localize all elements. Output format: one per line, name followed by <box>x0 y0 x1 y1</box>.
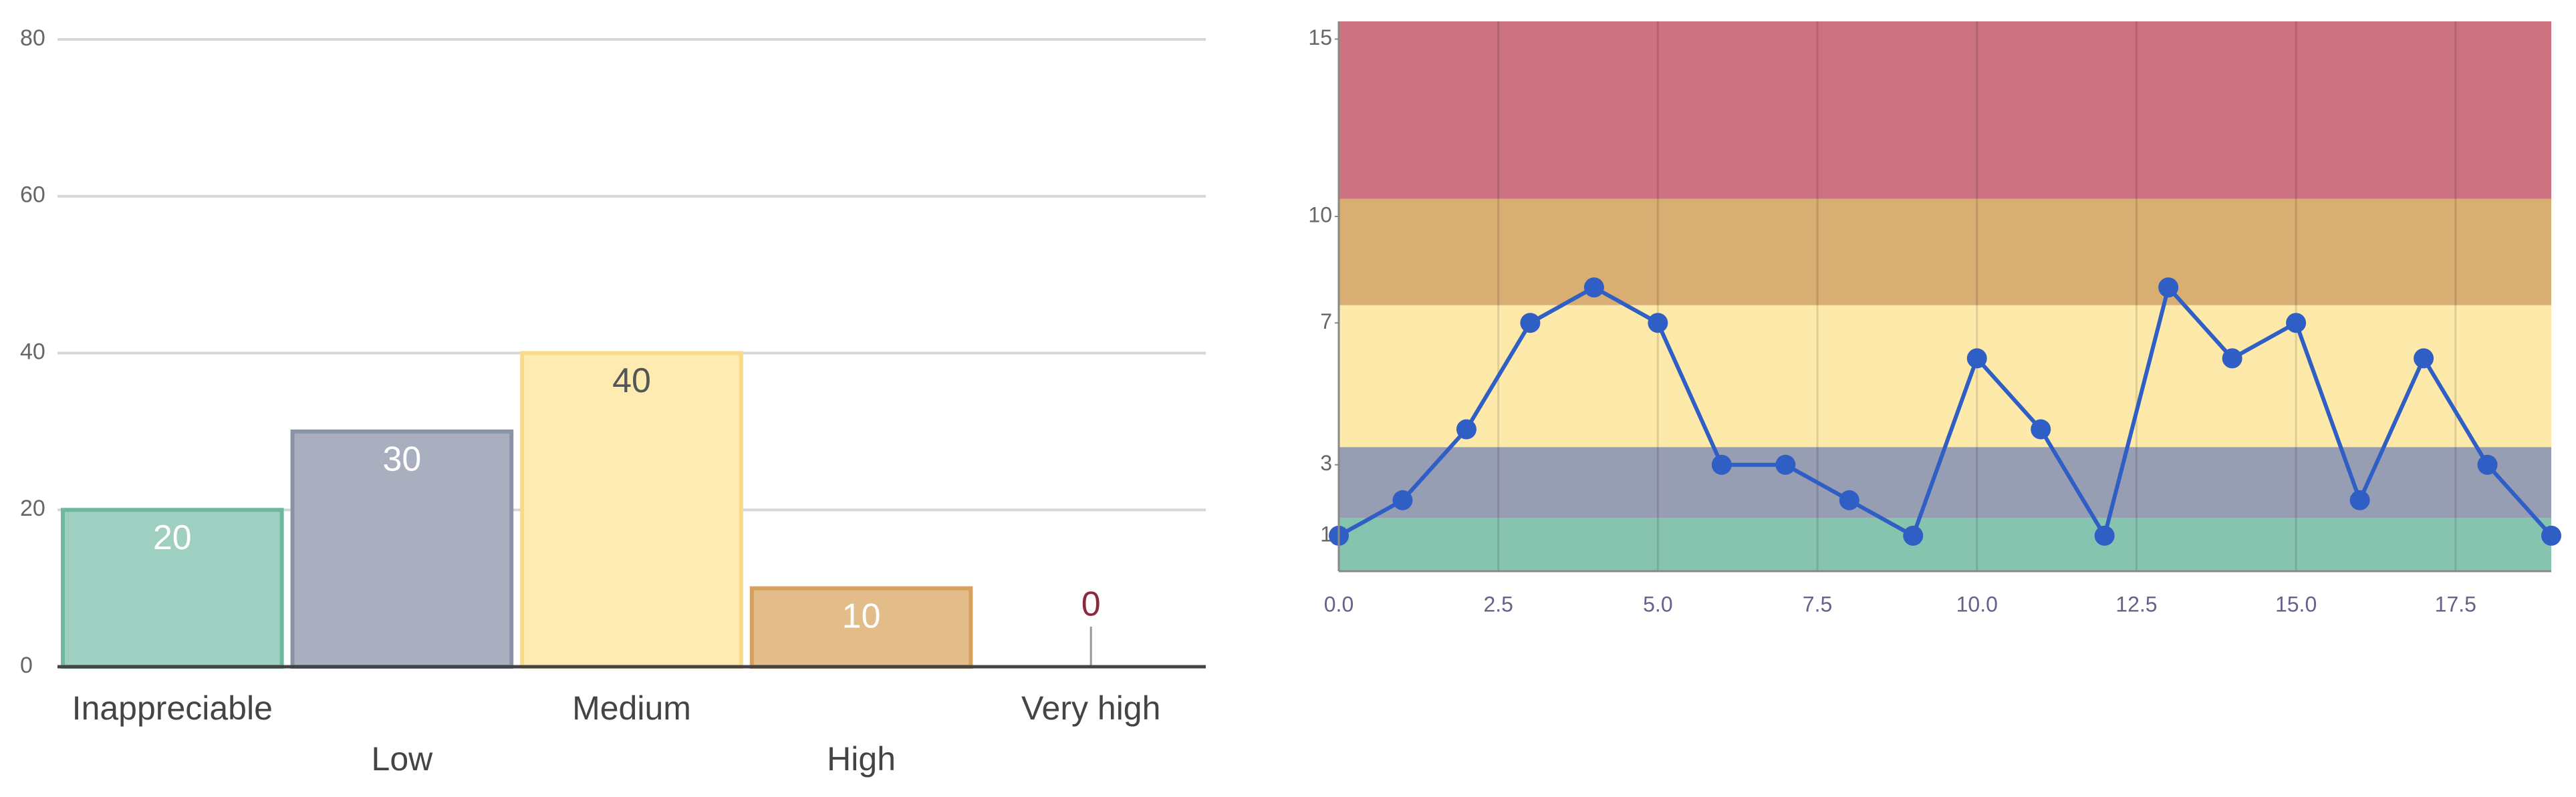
bar <box>520 351 743 669</box>
x-tick-label: 0.0 <box>1324 592 1354 616</box>
x-tick-label: 12.5 <box>2115 592 2157 616</box>
line <box>1337 283 2553 541</box>
point <box>2414 348 2434 369</box>
y-tick-label: 1 <box>1320 522 1332 546</box>
point <box>1648 313 1668 333</box>
y-tick-label: 0 <box>20 653 33 678</box>
band <box>1339 447 2551 518</box>
band <box>1339 305 2551 448</box>
y-tick-label: 80 <box>20 25 45 51</box>
x-tick-label: 7.5 <box>1803 592 1832 616</box>
data-label: 40 <box>612 361 651 400</box>
point <box>2158 277 2179 298</box>
point <box>2349 490 2370 510</box>
band <box>1339 198 2551 305</box>
data-label: 30 <box>382 440 421 479</box>
point <box>2222 348 2242 369</box>
point <box>1392 490 1413 510</box>
y-tick-label: 15 <box>1308 25 1332 49</box>
data-label: 20 <box>153 518 192 557</box>
point <box>1711 454 1732 475</box>
x-tick-label: 5.0 <box>1643 592 1672 616</box>
y-tick-label: 7 <box>1320 309 1332 333</box>
x-tick-label: Low <box>372 740 434 778</box>
x-tick-label: Inappreciable <box>72 689 273 727</box>
point <box>1839 490 1859 510</box>
x-tick-label: Medium <box>572 689 691 727</box>
point <box>2541 525 2561 546</box>
bar <box>749 586 973 669</box>
point <box>1520 313 1541 333</box>
point <box>1456 419 1476 440</box>
band <box>1339 21 2551 199</box>
band <box>1339 518 2551 571</box>
data-label: 0 <box>1081 585 1101 624</box>
y-tick-label: 3 <box>1320 451 1332 475</box>
point <box>1903 525 1924 546</box>
point <box>2094 525 2115 546</box>
x-tick-label: High <box>827 740 896 778</box>
bar <box>61 508 284 669</box>
x-tick-label: 2.5 <box>1483 592 1513 616</box>
x-tick-label: 17.5 <box>2435 592 2476 616</box>
x-tick-label: 15.0 <box>2275 592 2317 616</box>
point <box>1775 454 1796 475</box>
point <box>2286 313 2307 333</box>
y-tick-label: 60 <box>20 182 45 208</box>
x-tick-label: 10.0 <box>1956 592 1998 616</box>
point <box>2477 454 2498 475</box>
data-label: 10 <box>842 597 881 635</box>
x-tick-label: Very high <box>1021 689 1160 727</box>
y-tick-label: 40 <box>20 339 45 364</box>
y-tick-label: 10 <box>1308 202 1332 226</box>
point <box>1966 348 1987 369</box>
point <box>2031 419 2051 440</box>
y-tick-label: 20 <box>20 496 45 521</box>
point <box>1583 277 1604 298</box>
